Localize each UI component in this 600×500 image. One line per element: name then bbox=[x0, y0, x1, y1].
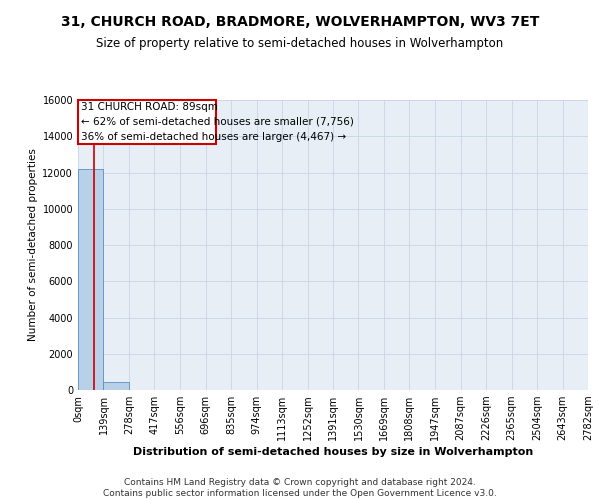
Text: 31, CHURCH ROAD, BRADMORE, WOLVERHAMPTON, WV3 7ET: 31, CHURCH ROAD, BRADMORE, WOLVERHAMPTON… bbox=[61, 15, 539, 29]
Text: Contains HM Land Registry data © Crown copyright and database right 2024.
Contai: Contains HM Land Registry data © Crown c… bbox=[103, 478, 497, 498]
X-axis label: Distribution of semi-detached houses by size in Wolverhampton: Distribution of semi-detached houses by … bbox=[133, 448, 533, 458]
Text: 31 CHURCH ROAD: 89sqm
← 62% of semi-detached houses are smaller (7,756)
36% of s: 31 CHURCH ROAD: 89sqm ← 62% of semi-deta… bbox=[80, 102, 353, 142]
Bar bbox=[79, 100, 217, 144]
Text: Size of property relative to semi-detached houses in Wolverhampton: Size of property relative to semi-detach… bbox=[97, 38, 503, 51]
Bar bbox=[103, 382, 129, 390]
Y-axis label: Number of semi-detached properties: Number of semi-detached properties bbox=[28, 148, 38, 342]
Bar bbox=[78, 169, 103, 390]
